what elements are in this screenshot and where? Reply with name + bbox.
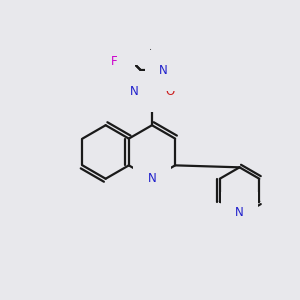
Text: N: N — [130, 85, 139, 98]
Text: N: N — [159, 64, 167, 77]
Text: O: O — [165, 85, 175, 98]
Text: F: F — [129, 38, 136, 51]
Text: F: F — [111, 56, 118, 68]
Text: N: N — [148, 172, 156, 185]
Text: N: N — [235, 206, 244, 219]
Text: F: F — [114, 46, 120, 59]
